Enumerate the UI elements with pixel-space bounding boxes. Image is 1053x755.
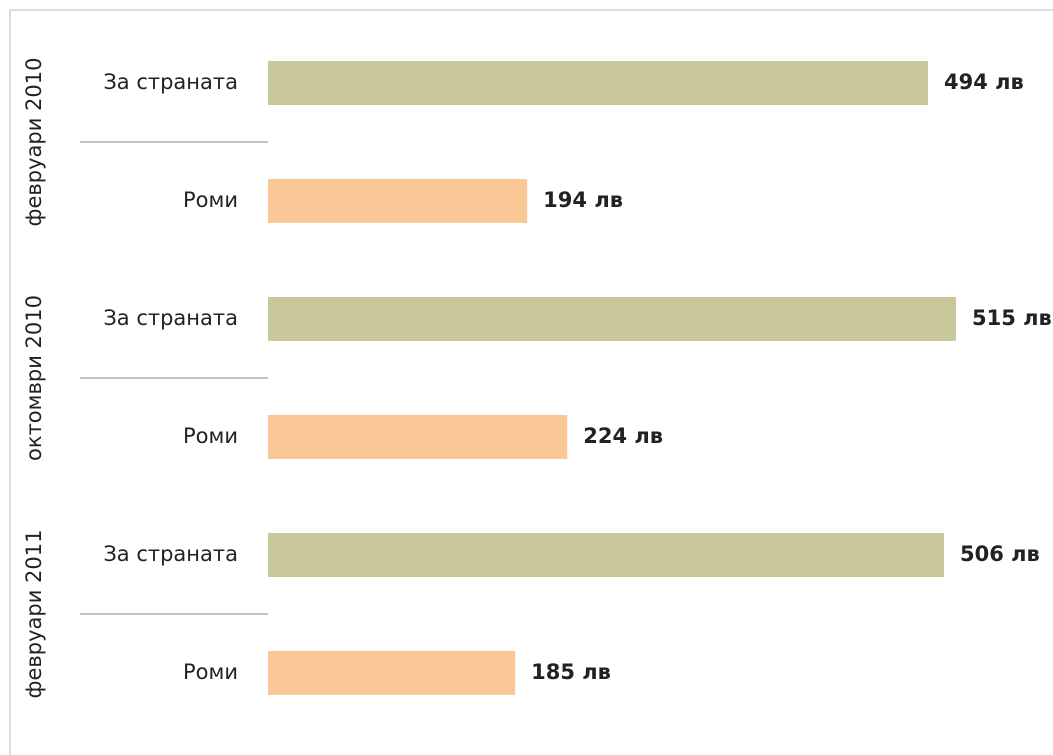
category-label: Роми — [183, 424, 238, 448]
value-label: 515 лв — [972, 306, 1052, 330]
bar — [268, 533, 945, 577]
category-label: За страната — [103, 542, 238, 566]
category-label: За страната — [103, 306, 238, 330]
value-label: 224 лв — [583, 424, 663, 448]
group-label: февруари 2011 — [22, 530, 46, 699]
frame — [9, 9, 1053, 755]
value-label: 494 лв — [944, 70, 1024, 94]
category-label: За страната — [103, 70, 238, 94]
value-label: 185 лв — [531, 660, 611, 684]
category-label: Роми — [183, 660, 238, 684]
group-label: февруари 2010 — [22, 58, 46, 227]
bar — [268, 61, 928, 105]
value-label: 194 лв — [543, 188, 623, 212]
group-label: октомври 2010 — [22, 295, 46, 461]
bar — [268, 179, 528, 223]
value-label: 506 лв — [960, 542, 1040, 566]
bar — [268, 651, 516, 695]
bar — [268, 297, 957, 341]
category-label: Роми — [183, 188, 238, 212]
bar — [268, 415, 568, 459]
